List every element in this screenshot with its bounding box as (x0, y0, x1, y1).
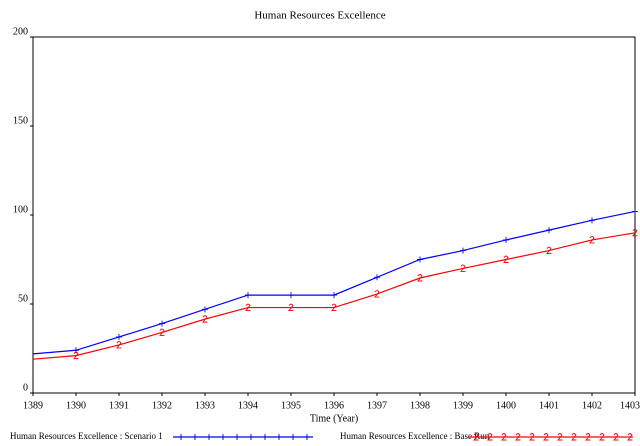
y-tick-label: 200 (13, 26, 28, 37)
legend-marker (571, 433, 577, 441)
legend-marker (585, 433, 591, 441)
series-line (32, 210, 636, 355)
x-tick-label: 1391 (109, 400, 129, 411)
x-tick-label: 1392 (152, 400, 172, 411)
x-tick-label: 1402 (582, 400, 602, 411)
y-tick-label: 50 (18, 293, 28, 304)
legend-marker (487, 433, 493, 441)
x-tick-label: 1390 (66, 400, 86, 411)
point-marker (331, 303, 337, 312)
legend-marker (557, 433, 563, 441)
legend-label: Human Resources Excellence : Base Run (340, 431, 490, 441)
point-marker (546, 246, 552, 255)
point-marker (503, 236, 509, 243)
legend-marker (613, 433, 619, 441)
x-axis-label: Time (Year) (310, 413, 358, 424)
plot-frame (32, 36, 636, 394)
legend-marker (290, 434, 296, 440)
point-marker (632, 228, 638, 237)
point-marker (73, 351, 79, 360)
x-tick-label: 1395 (281, 400, 301, 411)
x-tick-label: 1389 (23, 400, 43, 411)
point-marker (460, 247, 466, 254)
x-tick-label: 1396 (324, 400, 344, 411)
point-marker (417, 256, 423, 263)
point-marker (116, 333, 122, 340)
legend-marker (248, 434, 254, 440)
legend-marker (276, 434, 282, 440)
x-tick-label: 1400 (496, 400, 516, 411)
legend-marker (543, 433, 549, 441)
x-tick-label: 1399 (453, 400, 473, 411)
point-marker (417, 274, 423, 282)
x-tick-label: 1393 (195, 400, 215, 411)
point-marker (374, 290, 380, 298)
point-marker (374, 274, 380, 281)
x-tick-label: 1403 (620, 400, 640, 411)
point-marker (202, 315, 208, 323)
legend-marker (192, 434, 198, 440)
x-tick-label: 1397 (367, 400, 387, 411)
x-tick-label: 1398 (410, 400, 430, 411)
point-marker (589, 235, 595, 244)
point-marker (159, 328, 165, 336)
point-marker (503, 255, 509, 263)
point-marker (288, 292, 294, 299)
point-marker (331, 292, 337, 299)
point-marker (546, 227, 552, 234)
legend-marker (529, 433, 535, 441)
point-marker (589, 217, 595, 224)
y-tick-label: 150 (13, 115, 28, 126)
point-marker (159, 320, 165, 327)
legend-label: Human Resources Excellence : Scenario 1 (10, 431, 163, 441)
point-marker (632, 208, 638, 215)
point-marker (202, 306, 208, 313)
legend-marker (206, 434, 212, 440)
x-tick-label: 1401 (539, 400, 559, 411)
point-marker (245, 303, 251, 312)
legend-marker (178, 434, 184, 440)
point-marker (288, 303, 294, 312)
legend-marker (473, 433, 479, 441)
chart-title: Human Resources Excellence (254, 10, 385, 22)
legend-marker (234, 434, 240, 440)
point-marker (460, 264, 466, 272)
point-marker (245, 292, 251, 299)
legend-marker (599, 433, 605, 441)
y-tick-label: 0 (23, 382, 28, 393)
legend-marker (262, 434, 268, 440)
point-marker (116, 340, 122, 349)
legend-marker (304, 434, 310, 440)
legend-marker (220, 434, 226, 440)
legend-marker (627, 433, 633, 441)
legend-marker (501, 433, 507, 441)
y-tick-label: 100 (13, 204, 28, 215)
legend-marker (515, 433, 521, 441)
x-tick-label: 1394 (238, 400, 258, 411)
